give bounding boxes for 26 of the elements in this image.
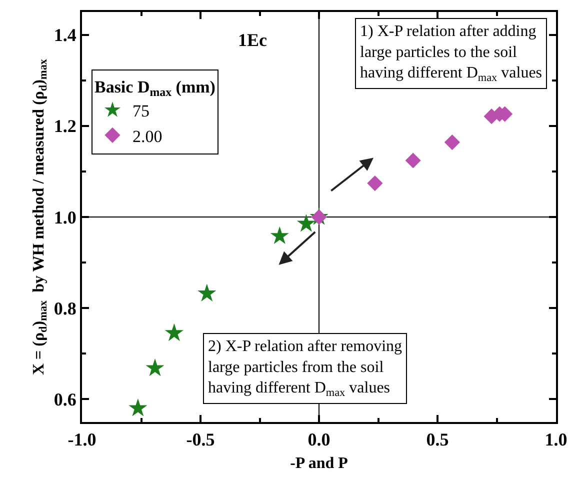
y-tick-label: 1.0: [54, 207, 76, 228]
y-tick-label: 0.8: [54, 298, 76, 318]
point: [270, 226, 289, 244]
y-tick-label: 1.2: [54, 116, 76, 136]
point: [198, 284, 216, 302]
annotation: 1) X-P relation after adding large particles to the soil having different D$_{max}$ values: [360, 23, 542, 84]
x-tick-label: -0.5: [186, 430, 215, 450]
point: [444, 134, 460, 150]
x-tick-label: -1.0: [68, 430, 96, 450]
point: [128, 398, 148, 416]
x-tick-label: 0.0: [308, 430, 330, 450]
point: [296, 214, 316, 232]
text: 1Ec: [238, 30, 268, 50]
point: [367, 175, 383, 192]
point: [164, 323, 184, 342]
legend-label: 75: [132, 102, 150, 121]
x-tick-label: 1.0: [544, 430, 568, 450]
y-tick-label: 0.6: [54, 390, 76, 410]
point: [405, 152, 421, 168]
x-tick-label: 0.5: [426, 430, 449, 450]
legend-label: 2.00: [132, 126, 162, 146]
point: [146, 358, 164, 376]
x-axis-title: -P and P: [290, 454, 348, 472]
y-tick-label: 1.4: [54, 25, 76, 46]
legend-title: Basic D$_{max}$ (mm): [94, 78, 216, 100]
annotation: 2) X-P relation after removing large particles from the soil having different D$_{max}$ values: [208, 338, 402, 399]
